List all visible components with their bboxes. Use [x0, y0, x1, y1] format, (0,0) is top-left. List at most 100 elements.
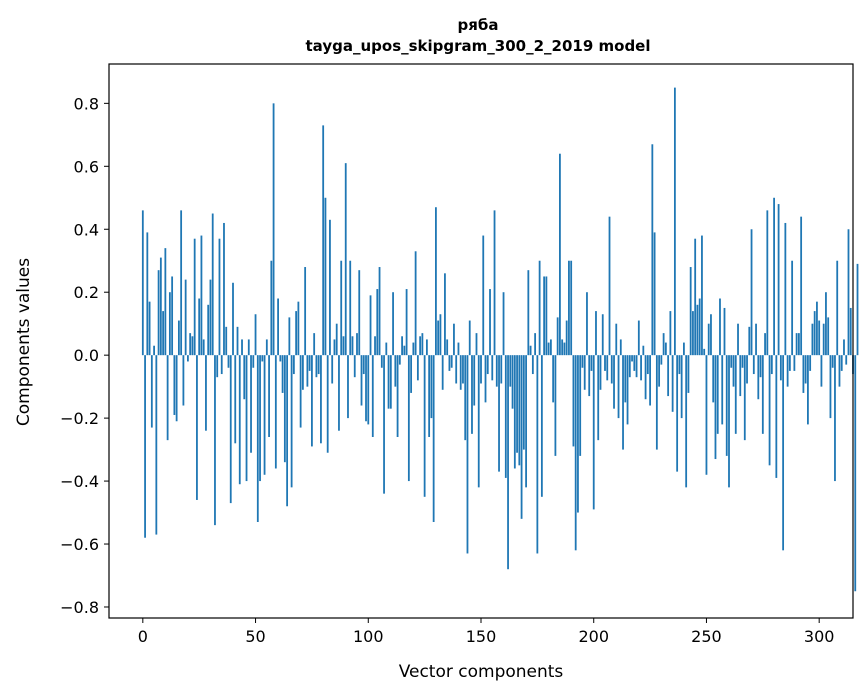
bar-287 [788, 355, 791, 371]
bar-124 [421, 333, 424, 356]
bar-189 [568, 260, 570, 356]
bar-241 [685, 355, 688, 488]
bar-103 [374, 336, 376, 356]
bar-249 [703, 348, 706, 356]
bar-310 [840, 355, 843, 371]
y-axis: −0.8 −0.6 −0.4 −0.2 0.0 0.2 0.4 0.6 0.8 [60, 94, 109, 617]
bar-181 [549, 339, 552, 356]
x-tick-label: 300 [804, 627, 835, 646]
bar-292 [800, 216, 803, 356]
bar-218 [633, 355, 636, 371]
bar-29 [207, 304, 210, 356]
bar-79 [320, 355, 322, 444]
bar-10 [164, 248, 167, 356]
bar-133 [441, 355, 444, 390]
bar-169 [522, 355, 525, 450]
bar-265 [739, 355, 742, 397]
bar-90 [344, 163, 347, 356]
bar-1 [144, 355, 146, 538]
bar-297 [811, 323, 814, 356]
bar-256 [719, 298, 721, 356]
bar-80 [322, 125, 325, 356]
bar-62 [281, 355, 284, 393]
bar-145 [468, 320, 471, 356]
bar-155 [491, 355, 494, 381]
bar-201 [595, 311, 597, 356]
bar-112 [394, 355, 397, 387]
bar-100 [367, 355, 370, 425]
bar-311 [843, 339, 845, 356]
y-tick-label: −0.4 [60, 472, 99, 491]
bar-244 [692, 311, 694, 356]
bar-70 [299, 355, 302, 428]
bar-126 [425, 339, 428, 356]
bar-95 [356, 333, 358, 356]
bar-64 [286, 355, 289, 507]
plot-frame [108, 63, 854, 619]
bar-49 [252, 355, 255, 368]
bar-15 [175, 355, 178, 422]
bar-111 [392, 292, 394, 356]
bar-101 [369, 295, 372, 356]
bar-270 [750, 229, 753, 356]
bar-89 [342, 336, 345, 356]
bar-115 [401, 336, 403, 356]
bar-3 [148, 301, 151, 356]
x-axis-label: Vector components [399, 662, 564, 682]
bar-77 [315, 355, 318, 378]
bar-317 [856, 263, 859, 356]
bar-316 [854, 355, 857, 592]
y-tick-label: 0.0 [74, 346, 99, 365]
bar-35 [220, 355, 223, 375]
bar-94 [353, 355, 356, 378]
bar-166 [516, 355, 518, 453]
bar-160 [502, 292, 505, 356]
bar-299 [816, 301, 818, 356]
bar-51 [256, 355, 259, 522]
bar-208 [610, 355, 613, 384]
bar-252 [710, 314, 712, 356]
bar-13 [171, 276, 174, 356]
bar-158 [498, 355, 500, 472]
bar-220 [637, 320, 640, 356]
bar-24 [196, 355, 198, 500]
bar-134 [444, 273, 446, 356]
bar-105 [378, 267, 381, 356]
bar-193 [577, 355, 579, 513]
bar-200 [592, 355, 595, 510]
bar-226 [651, 144, 654, 356]
bar-295 [807, 355, 809, 425]
bar-174 [534, 333, 537, 356]
bar-76 [313, 333, 316, 356]
bar-161 [504, 355, 507, 478]
bar-203 [599, 355, 602, 390]
y-tick-label: −0.2 [60, 409, 99, 428]
bar-291 [797, 333, 800, 356]
bar-54 [263, 355, 266, 475]
bar-50 [254, 314, 257, 356]
x-tick-label: 250 [691, 627, 722, 646]
bar-60 [277, 298, 279, 356]
bar-233 [667, 355, 670, 397]
bar-195 [581, 355, 584, 368]
bar-212 [619, 339, 622, 356]
bar-231 [662, 333, 665, 356]
bar-232 [664, 342, 667, 356]
bar-308 [836, 260, 839, 356]
bar-57 [270, 260, 273, 356]
bar-165 [513, 355, 516, 469]
chart-subtitle: tayga_upos_skipgram_300_2_2019 model [306, 37, 651, 55]
bar-63 [283, 355, 286, 463]
bar-43 [238, 355, 241, 485]
bar-143 [464, 355, 467, 441]
bar-293 [802, 355, 805, 393]
y-tick-label: 0.8 [74, 94, 99, 113]
bar-242 [687, 355, 690, 393]
bar-188 [565, 320, 568, 356]
bar-61 [279, 355, 282, 362]
y-tick-label: 0.4 [74, 220, 99, 239]
bar-282 [777, 204, 780, 356]
x-tick-label: 100 [353, 627, 384, 646]
bar-39 [229, 355, 232, 504]
